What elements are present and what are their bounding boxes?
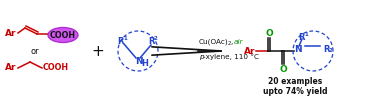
Text: or: or (31, 47, 39, 56)
Text: 2: 2 (329, 48, 333, 53)
Text: ,: , (231, 39, 235, 45)
Text: 1: 1 (304, 33, 308, 37)
Text: +: + (91, 44, 104, 59)
Text: air: air (234, 39, 243, 45)
Text: COOH: COOH (50, 30, 76, 40)
Text: R: R (323, 44, 330, 53)
Text: p: p (199, 54, 204, 60)
Text: R: R (117, 37, 124, 47)
Text: Ar: Ar (5, 29, 17, 37)
Text: upto 74% yield: upto 74% yield (263, 87, 327, 97)
Text: R: R (298, 33, 305, 43)
Text: -xylene, 110 °C: -xylene, 110 °C (203, 54, 259, 60)
Text: Ar: Ar (244, 47, 256, 56)
Ellipse shape (48, 28, 78, 43)
Text: 2: 2 (154, 37, 158, 41)
Text: O: O (279, 64, 287, 74)
Text: N: N (294, 44, 302, 53)
Text: 20 examples: 20 examples (268, 78, 322, 87)
Text: R: R (148, 37, 155, 47)
Text: H: H (141, 60, 148, 68)
Text: COOH: COOH (43, 64, 69, 72)
Text: 1: 1 (123, 37, 127, 41)
Text: Cu(OAc): Cu(OAc) (199, 39, 229, 45)
Text: Ar: Ar (5, 64, 17, 72)
Text: O: O (265, 29, 273, 37)
Text: 2: 2 (228, 41, 231, 46)
Text: N: N (135, 57, 143, 67)
